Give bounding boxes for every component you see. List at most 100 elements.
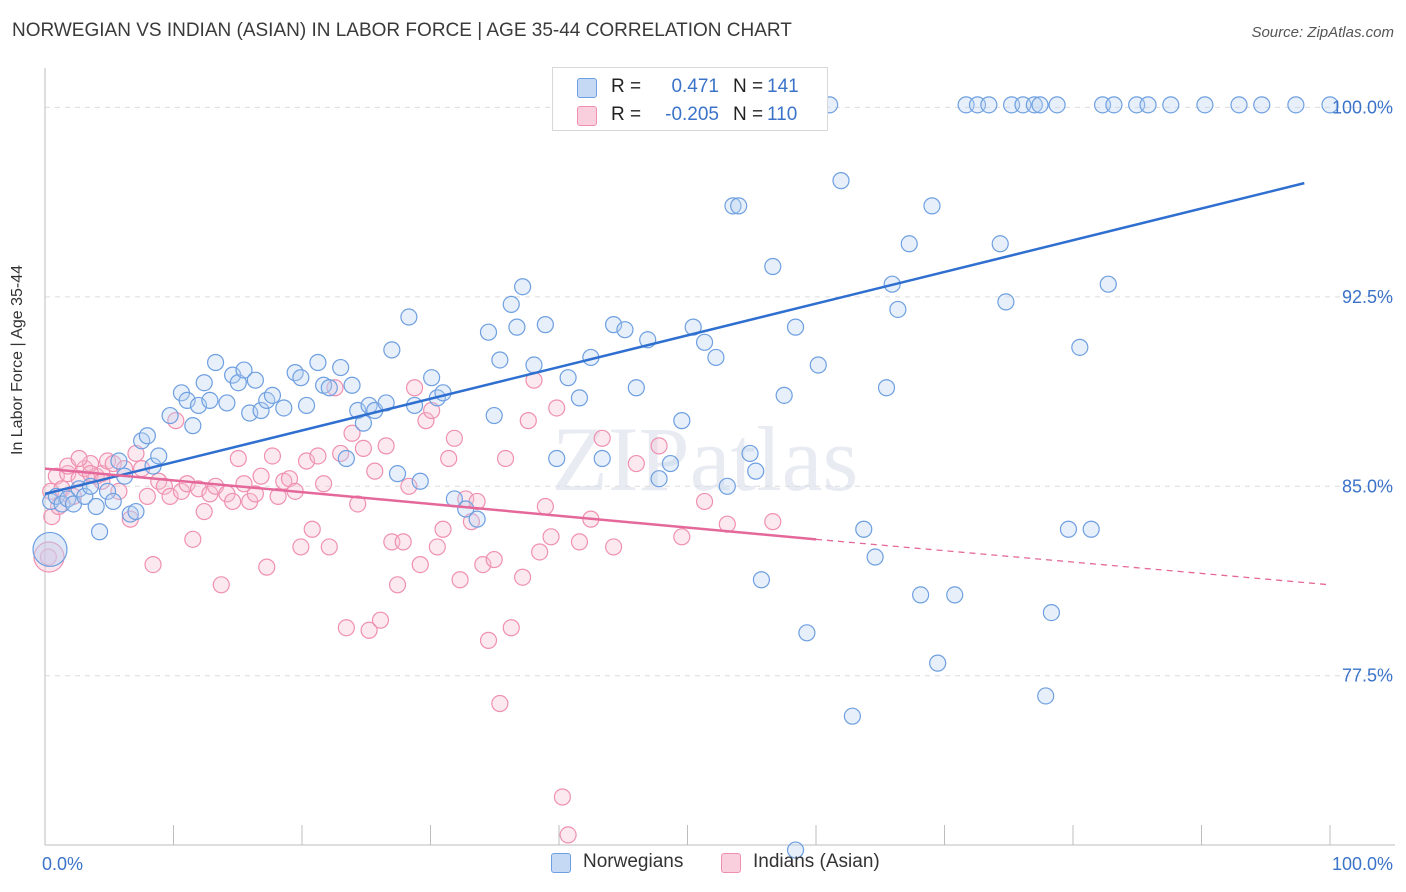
- indians-point: [485, 550, 503, 569]
- n-label: N =: [733, 76, 764, 97]
- r-label: R =: [611, 76, 642, 97]
- norwegians-point: [809, 356, 827, 374]
- indians-point: [224, 492, 242, 511]
- norwegians-point: [127, 502, 145, 521]
- y-tick-label: 77.5%: [1342, 666, 1393, 686]
- norwegians-point: [468, 510, 486, 528]
- indians-point: [411, 555, 429, 574]
- indians-point: [371, 611, 390, 629]
- norwegians-point: [741, 444, 759, 463]
- norwegians-point: [724, 197, 742, 215]
- indians-point: [417, 412, 435, 430]
- norwegians-point: [946, 586, 964, 604]
- norwegians-point: [87, 497, 105, 516]
- norwegians-point: [548, 449, 566, 468]
- indians-legend-swatch: [721, 853, 741, 873]
- norwegians-point: [320, 379, 338, 397]
- indians-point: [405, 379, 424, 397]
- norwegians-point: [184, 417, 202, 435]
- indians-point: [366, 462, 384, 480]
- trend-lines: [44, 181, 1331, 586]
- norwegians-point: [1139, 96, 1157, 114]
- indians-point: [43, 508, 61, 526]
- norwegians-point: [855, 520, 873, 538]
- norwegians-point: [201, 391, 219, 409]
- norwegians-point: [337, 449, 355, 468]
- norwegians-point: [400, 308, 418, 326]
- norwegians-point: [1321, 96, 1339, 114]
- indians-point: [246, 485, 264, 503]
- norwegians-point: [832, 172, 850, 190]
- norwegians-point: [707, 348, 725, 367]
- norwegians-point: [775, 386, 793, 404]
- indians-point: [184, 530, 202, 548]
- norwegians-point: [252, 401, 270, 420]
- norwegians-point: [1099, 275, 1117, 293]
- chart-title: NORWEGIAN VS INDIAN (ASIAN) IN LABOR FOR…: [12, 20, 792, 41]
- indians-point: [343, 424, 361, 442]
- norwegians-point: [383, 341, 401, 359]
- norwegians-point: [923, 197, 941, 215]
- norwegians-point: [661, 454, 680, 473]
- norwegians-point: [235, 361, 253, 379]
- norwegians-point: [786, 841, 805, 859]
- indians-point: [536, 497, 554, 516]
- indians-point: [394, 533, 412, 551]
- indians-point: [303, 520, 321, 538]
- norwegians-point: [798, 624, 816, 642]
- norwegians-point: [730, 197, 748, 215]
- norwegians-point: [218, 394, 236, 412]
- norwegians-point: [508, 318, 526, 336]
- legend-label: Norwegians: [583, 851, 684, 872]
- norwegians-point: [1071, 338, 1089, 356]
- indians-point: [440, 449, 458, 468]
- norwegians-point: [423, 369, 441, 387]
- norwegians-point: [695, 333, 714, 351]
- indians-point: [127, 444, 145, 463]
- indians-point: [502, 619, 520, 637]
- norwegians-point: [491, 351, 509, 369]
- indians-point: [593, 429, 611, 447]
- norwegians-point: [434, 384, 452, 402]
- indians-point: [445, 429, 463, 447]
- r-label: R =: [611, 104, 642, 125]
- norwegians-point: [593, 449, 611, 468]
- norwegians-point: [1162, 96, 1180, 114]
- norwegians-point: [843, 707, 861, 725]
- r-value: -0.205: [665, 104, 719, 125]
- indians-point: [559, 826, 577, 844]
- norwegians-point: [138, 427, 156, 445]
- norwegians-point: [161, 406, 179, 425]
- indians-point: [258, 558, 276, 576]
- norwegians-point: [912, 586, 930, 604]
- legend-label: Indians (Asian): [753, 851, 880, 872]
- y-tick-label: 85.0%: [1342, 476, 1393, 496]
- indians-point: [309, 447, 327, 465]
- indians-point: [138, 487, 156, 505]
- norwegians-point: [275, 399, 293, 417]
- norwegians-point: [997, 293, 1015, 311]
- indians-point: [349, 495, 367, 513]
- norwegians-point: [263, 386, 282, 404]
- norwegians-point: [514, 278, 532, 296]
- indians-point: [144, 555, 162, 574]
- norwegians-point: [479, 323, 498, 341]
- n-value: 141: [767, 76, 799, 97]
- norwegians-point: [673, 412, 691, 430]
- indians-swatch: [577, 106, 597, 126]
- norwegians-point: [1059, 520, 1078, 538]
- indians-point: [650, 437, 668, 455]
- indians-point: [315, 475, 333, 493]
- x-tick-label: 100.0%: [1332, 854, 1393, 874]
- indians-point: [695, 492, 714, 511]
- norwegians-point: [411, 472, 429, 490]
- x-tick-label: 0.0%: [42, 854, 83, 874]
- norwegians-point: [76, 487, 94, 505]
- norwegians-point: [980, 96, 998, 114]
- indians-point: [519, 412, 537, 430]
- norwegians-point: [650, 470, 668, 488]
- norwegians-point: [570, 389, 589, 407]
- indians-point: [320, 538, 338, 556]
- indians-trend-extension: [815, 538, 1331, 586]
- norwegians-point: [900, 235, 918, 253]
